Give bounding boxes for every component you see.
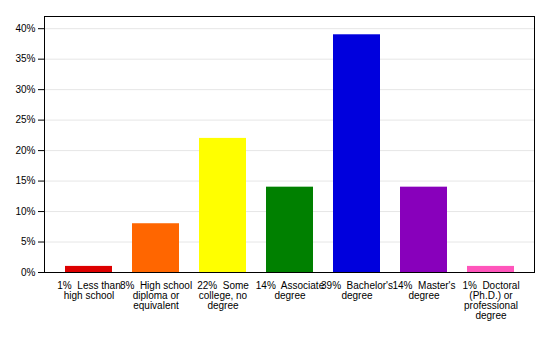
svg-text:14% Associatedegree: 14% Associatedegree xyxy=(256,280,325,301)
svg-text:22% Somecollege, nodegree: 22% Somecollege, nodegree xyxy=(197,280,249,311)
svg-text:40%: 40% xyxy=(15,23,35,34)
svg-text:25%: 25% xyxy=(15,114,35,125)
svg-text:8% High schooldiploma orequiv: 8% High schooldiploma orequivalent xyxy=(120,280,192,311)
svg-text:5%: 5% xyxy=(21,236,36,247)
svg-text:1% Less thanhigh school: 1% Less thanhigh school xyxy=(57,280,120,301)
svg-text:15%: 15% xyxy=(15,175,35,186)
svg-text:10%: 10% xyxy=(15,206,35,217)
svg-text:1% Doctoral(Ph.D.) orprofessi: 1% Doctoral(Ph.D.) orprofessionaldegree xyxy=(462,280,519,321)
svg-text:30%: 30% xyxy=(15,84,35,95)
svg-text:14% Master'sdegree: 14% Master'sdegree xyxy=(392,280,455,301)
svg-text:0%: 0% xyxy=(21,267,36,278)
svg-text:39% Bachelor'sdegree: 39% Bachelor'sdegree xyxy=(321,280,393,301)
svg-text:35%: 35% xyxy=(15,53,35,64)
svg-text:20%: 20% xyxy=(15,145,35,156)
